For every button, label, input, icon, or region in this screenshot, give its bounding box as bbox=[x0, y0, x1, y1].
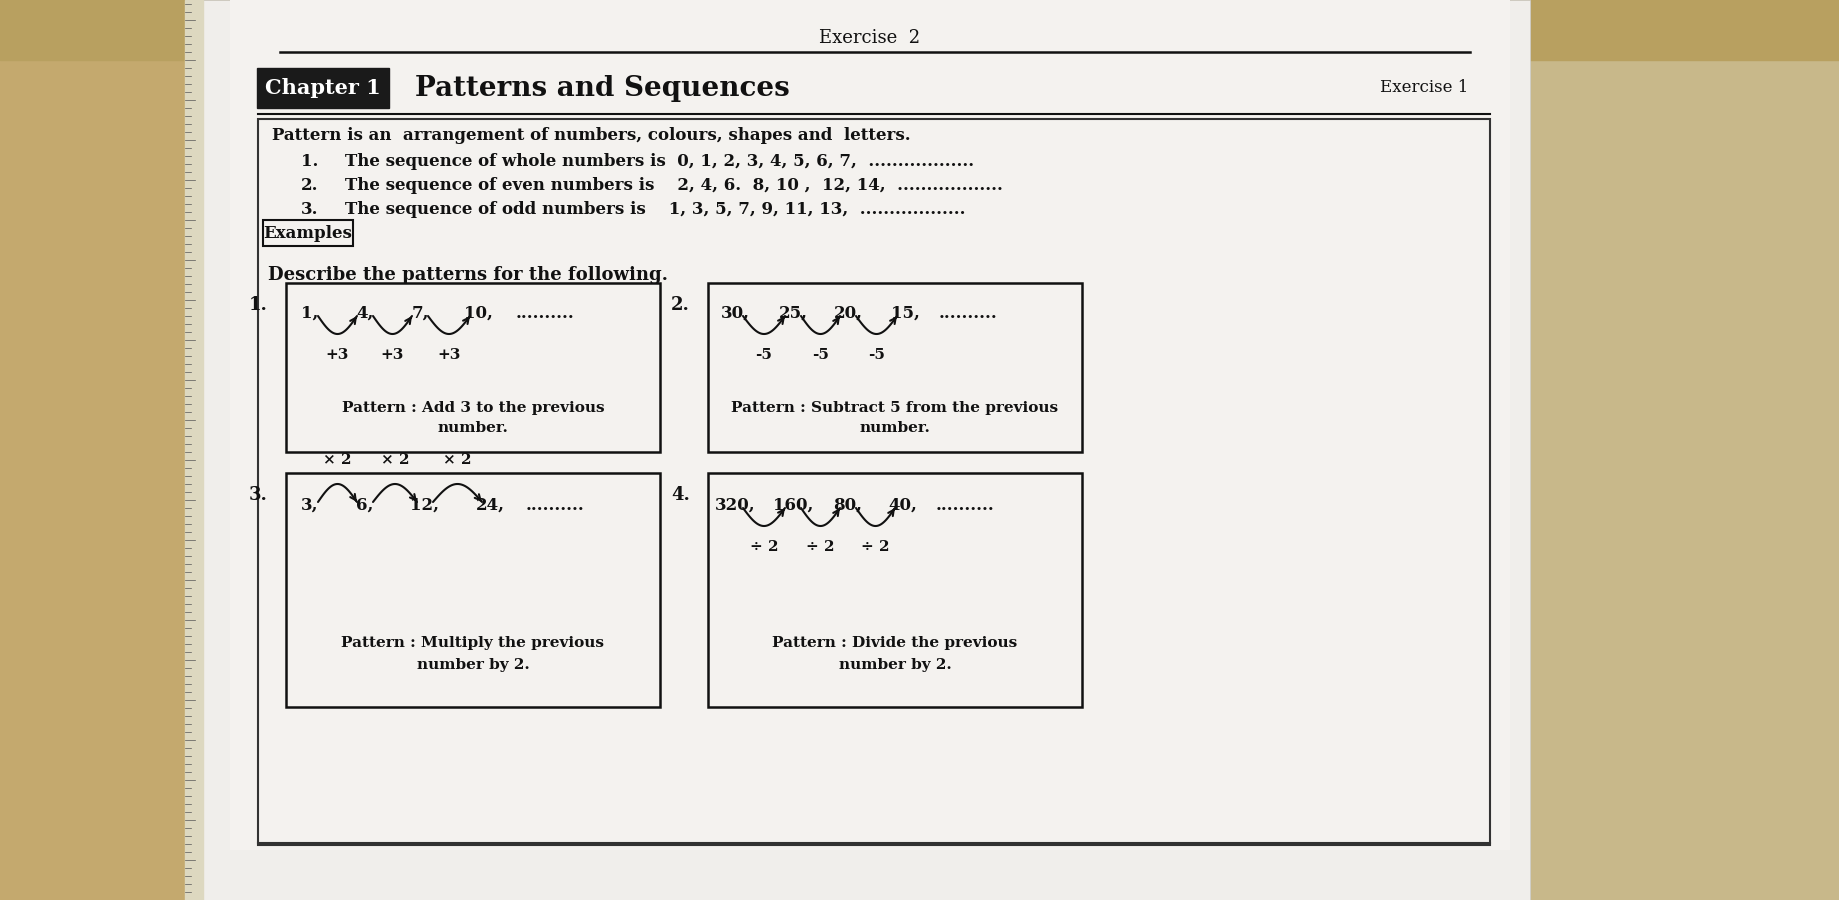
FancyBboxPatch shape bbox=[230, 0, 1510, 850]
FancyBboxPatch shape bbox=[285, 473, 660, 707]
Text: Pattern : Add 3 to the previous: Pattern : Add 3 to the previous bbox=[342, 401, 603, 415]
Text: ..........: .......... bbox=[515, 304, 574, 321]
Text: × 2: × 2 bbox=[381, 453, 408, 467]
Text: 10,: 10, bbox=[463, 304, 493, 321]
Text: Exercise  2: Exercise 2 bbox=[818, 29, 920, 47]
Text: +3: +3 bbox=[326, 348, 349, 362]
Text: ..........: .......... bbox=[938, 304, 997, 321]
Text: 2.: 2. bbox=[671, 296, 690, 314]
Text: The sequence of odd numbers is    1, 3, 5, 7, 9, 11, 13,  ..................: The sequence of odd numbers is 1, 3, 5, … bbox=[346, 202, 965, 219]
Bar bbox=[1530, 0, 1839, 900]
Text: Exercise 1: Exercise 1 bbox=[1379, 79, 1468, 96]
Text: number.: number. bbox=[438, 421, 508, 435]
Text: 3.: 3. bbox=[302, 202, 318, 219]
Text: number by 2.: number by 2. bbox=[416, 658, 530, 672]
Text: +3: +3 bbox=[438, 348, 460, 362]
Text: × 2: × 2 bbox=[443, 453, 471, 467]
Text: 15,: 15, bbox=[890, 304, 920, 321]
FancyBboxPatch shape bbox=[257, 68, 388, 108]
Bar bbox=[0, 0, 200, 900]
Text: -5: -5 bbox=[868, 348, 885, 362]
FancyBboxPatch shape bbox=[285, 283, 660, 452]
Text: × 2: × 2 bbox=[324, 453, 351, 467]
Text: 3.: 3. bbox=[248, 486, 268, 504]
Text: ÷ 2: ÷ 2 bbox=[805, 540, 835, 554]
Text: The sequence of even numbers is    2, 4, 6.  8, 10 ,  12, 14,  .................: The sequence of even numbers is 2, 4, 6.… bbox=[346, 177, 1002, 194]
Text: Chapter 1: Chapter 1 bbox=[265, 78, 381, 98]
Text: 24,: 24, bbox=[474, 497, 504, 514]
Text: number by 2.: number by 2. bbox=[839, 658, 951, 672]
Text: 4,: 4, bbox=[357, 304, 373, 321]
Text: 80,: 80, bbox=[833, 497, 862, 514]
Text: 1,: 1, bbox=[302, 304, 318, 321]
Text: Examples: Examples bbox=[263, 224, 353, 241]
Bar bbox=[0, 0, 1839, 60]
Text: Pattern : Multiply the previous: Pattern : Multiply the previous bbox=[342, 636, 605, 650]
Text: Pattern is an  arrangement of numbers, colours, shapes and  letters.: Pattern is an arrangement of numbers, co… bbox=[272, 128, 910, 145]
Text: 160,: 160, bbox=[772, 497, 813, 514]
Text: Describe the patterns for the following.: Describe the patterns for the following. bbox=[268, 266, 668, 284]
Text: +3: +3 bbox=[381, 348, 405, 362]
Text: 7,: 7, bbox=[412, 304, 428, 321]
Text: -5: -5 bbox=[756, 348, 772, 362]
FancyBboxPatch shape bbox=[708, 283, 1081, 452]
Text: 20,: 20, bbox=[833, 304, 862, 321]
Text: ..........: .......... bbox=[526, 497, 585, 514]
Text: 1.: 1. bbox=[302, 154, 318, 170]
Text: 1.: 1. bbox=[248, 296, 268, 314]
Bar bbox=[186, 0, 202, 900]
Text: number.: number. bbox=[859, 421, 931, 435]
Text: The sequence of whole numbers is  0, 1, 2, 3, 4, 5, 6, 7,  ..................: The sequence of whole numbers is 0, 1, 2… bbox=[346, 154, 973, 170]
Text: 25,: 25, bbox=[778, 304, 807, 321]
Text: 2.: 2. bbox=[302, 177, 318, 194]
Text: Pattern : Divide the previous: Pattern : Divide the previous bbox=[772, 636, 1017, 650]
Text: 12,: 12, bbox=[410, 497, 440, 514]
Text: 3,: 3, bbox=[302, 497, 318, 514]
FancyBboxPatch shape bbox=[263, 220, 353, 246]
Text: 4.: 4. bbox=[671, 486, 690, 504]
Text: Patterns and Sequences: Patterns and Sequences bbox=[416, 75, 789, 102]
Text: ..........: .......... bbox=[934, 497, 993, 514]
Text: 40,: 40, bbox=[888, 497, 918, 514]
FancyBboxPatch shape bbox=[195, 0, 1530, 900]
Text: ÷ 2: ÷ 2 bbox=[861, 540, 890, 554]
Text: 30,: 30, bbox=[721, 304, 748, 321]
FancyBboxPatch shape bbox=[708, 473, 1081, 707]
Text: -5: -5 bbox=[811, 348, 829, 362]
Text: Pattern : Subtract 5 from the previous: Pattern : Subtract 5 from the previous bbox=[732, 401, 1057, 415]
Text: 6,: 6, bbox=[357, 497, 373, 514]
Text: 320,: 320, bbox=[714, 497, 754, 514]
Text: ÷ 2: ÷ 2 bbox=[748, 540, 778, 554]
